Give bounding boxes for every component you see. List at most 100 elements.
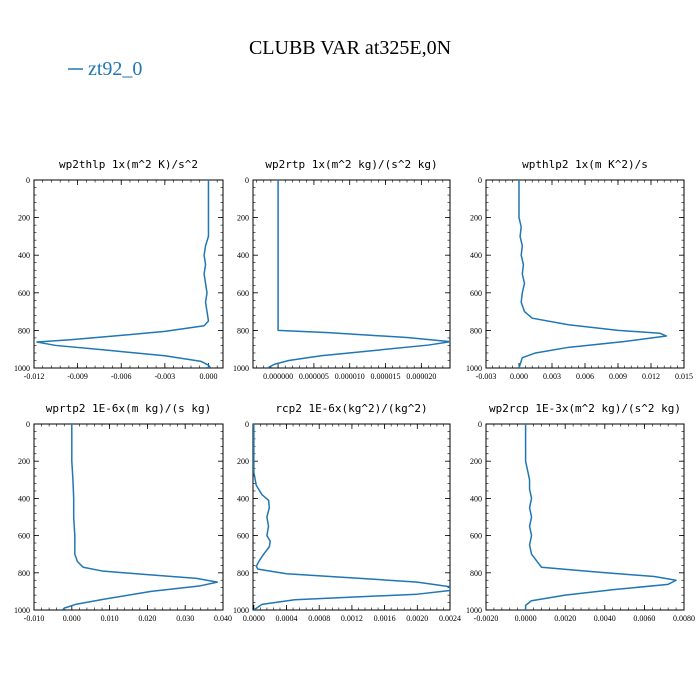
y-tick-label: 200 (237, 457, 249, 466)
x-tick-label: 0.009 (609, 372, 627, 381)
panel-6: wp2rcp 1E-3x(m^2 kg)/(s^2 kg) 0 200 400 600 8… (466, 402, 695, 623)
y-tick-label: 400 (237, 251, 249, 260)
y-tick-label: 1000 (233, 364, 249, 373)
legend-label: zt92_0 (88, 58, 142, 80)
y-tick-label: 600 (18, 532, 30, 541)
y-tick-label: 200 (18, 214, 30, 223)
y-tick-label: 0 (26, 420, 30, 429)
x-tick-label: -0.003 (155, 372, 176, 381)
y-tick-label: 600 (237, 532, 249, 541)
x-tick-label: 0.030 (176, 614, 194, 623)
x-tick-label: 0.000 (510, 372, 528, 381)
panel-title: wpthlp2 1x(m K^2)/s (522, 158, 648, 171)
y-tick-label: 800 (470, 569, 482, 578)
panel-title: rcp2 1E-6x(kg^2)/(kg^2) (275, 402, 427, 415)
plot-frame (33, 423, 224, 611)
panel-2: wp2rtp 1x(m^2 kg)/(s^2 kg) 0 200 400 600 800 1… (233, 158, 451, 381)
x-tick-label: -0.009 (67, 372, 88, 381)
panel-title: wp2thlp 1x(m^2 K)/s^2 (59, 158, 198, 171)
x-tick-label: 0.000 (199, 372, 217, 381)
y-tick-label: 400 (18, 494, 30, 503)
series-line (518, 180, 668, 368)
x-tick-label: 0.012 (642, 372, 660, 381)
x-tick-label: 0.0008 (308, 614, 330, 623)
y-tick-label: 600 (237, 289, 249, 298)
panel-4: wprtp2 1E-6x(m kg)/(s kg) 0 200 400 600 800 10… (14, 402, 232, 623)
x-tick-label: 0.000 (63, 614, 81, 623)
x-tick-label: 0.003 (543, 372, 561, 381)
y-tick-label: 800 (18, 569, 30, 578)
y-tick-label: 0 (245, 176, 249, 185)
y-tick-label: 0 (478, 420, 482, 429)
y-tick-label: 800 (237, 326, 249, 335)
y-tick-label: 400 (18, 251, 30, 260)
series-line (61, 424, 219, 610)
x-tick-label: 0.015 (675, 372, 693, 381)
series-line (266, 180, 450, 368)
x-tick-label: 0.0004 (276, 614, 298, 623)
plot-frame (485, 179, 685, 369)
x-tick-label: 0.000015 (371, 372, 401, 381)
x-tick-label: 0.0012 (341, 614, 363, 623)
y-tick-label: 600 (470, 289, 482, 298)
plot-frame (33, 179, 224, 369)
panel-title: wprtp2 1E-6x(m kg)/(s kg) (46, 402, 212, 415)
x-tick-label: -0.003 (476, 372, 497, 381)
x-tick-label: 0.0000 (243, 614, 265, 623)
x-tick-label: -0.012 (24, 372, 45, 381)
panel-3: wpthlp2 1x(m K^2)/s 0 200 400 600 800 1000-0.0… (466, 158, 693, 381)
y-tick-label: 200 (18, 457, 30, 466)
x-tick-label: -0.010 (24, 614, 45, 623)
x-tick-label: 0.000010 (335, 372, 365, 381)
y-tick-label: 0 (245, 420, 249, 429)
y-tick-label: 800 (470, 326, 482, 335)
x-tick-label: 0.0020 (406, 614, 428, 623)
x-tick-label: 0.010 (101, 614, 119, 623)
x-tick-label: 0.000020 (406, 372, 436, 381)
y-tick-label: 1000 (466, 606, 482, 615)
legend: zt92_0 (68, 58, 142, 80)
x-tick-label: 0.0040 (594, 614, 616, 623)
panel-title: wp2rcp 1E-3x(m^2 kg)/(s^2 kg) (489, 402, 681, 415)
y-tick-label: 1000 (14, 606, 30, 615)
series-line (524, 424, 677, 610)
x-tick-label: 0.006 (576, 372, 594, 381)
y-tick-label: 600 (470, 532, 482, 541)
y-tick-label: 800 (237, 569, 249, 578)
x-tick-label: 0.0016 (374, 614, 396, 623)
y-tick-label: 400 (237, 494, 249, 503)
y-tick-label: 200 (237, 214, 249, 223)
y-tick-label: 400 (470, 494, 482, 503)
y-tick-label: 600 (18, 289, 30, 298)
series-line (253, 424, 450, 610)
y-tick-label: 1000 (466, 364, 482, 373)
y-tick-label: 200 (470, 214, 482, 223)
series-line (36, 180, 211, 368)
y-tick-label: 0 (26, 176, 30, 185)
y-tick-label: 200 (470, 457, 482, 466)
panel-5: rcp2 1E-6x(kg^2)/(kg^2) 0 200 400 600 800 1000… (233, 402, 461, 623)
x-tick-label: -0.006 (111, 372, 132, 381)
y-tick-label: 1000 (14, 364, 30, 373)
plot-frame (252, 179, 451, 369)
x-tick-label: 0.0000 (515, 614, 537, 623)
x-tick-label: 0.0080 (673, 614, 695, 623)
y-tick-label: 800 (18, 326, 30, 335)
x-tick-label: 0.000000 (263, 372, 293, 381)
x-tick-label: 0.000005 (299, 372, 329, 381)
y-tick-label: 400 (470, 251, 482, 260)
x-tick-label: 0.0060 (633, 614, 655, 623)
x-tick-label: -0.0020 (474, 614, 499, 623)
x-tick-label: 0.040 (214, 614, 232, 623)
x-tick-label: 0.0020 (554, 614, 576, 623)
panels: wp2thlp 1x(m^2 K)/s^202004006008001000-0… (14, 158, 695, 623)
x-tick-label: 0.020 (138, 614, 156, 623)
panel-1: wp2thlp 1x(m^2 K)/s^202004006008001000-0… (14, 158, 224, 381)
y-tick-label: 0 (478, 176, 482, 185)
x-tick-label: 0.0024 (439, 614, 461, 623)
y-tick-label: 1000 (233, 606, 249, 615)
plot-frame (485, 423, 685, 611)
plot-frame (252, 423, 451, 611)
figure-title: CLUBB VAR at325E,0N (249, 37, 451, 59)
